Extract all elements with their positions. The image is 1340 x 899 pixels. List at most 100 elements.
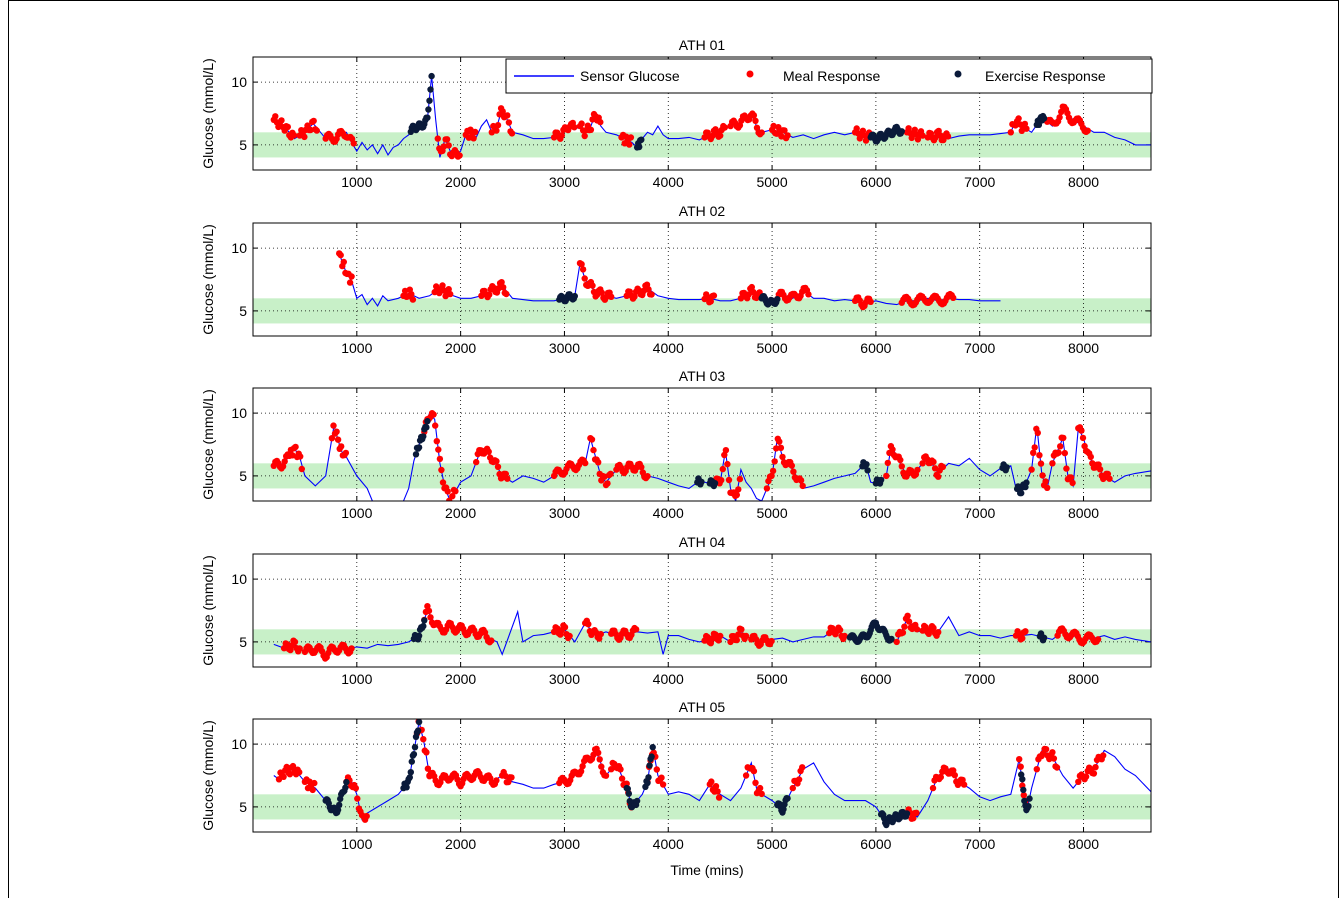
meal-point [884, 459, 891, 467]
plot-border [252, 387, 1152, 502]
exercise-point [649, 744, 656, 751]
meal-point [443, 136, 451, 143]
meal-point [841, 632, 848, 640]
exercise-point [406, 774, 413, 781]
meal-point [742, 772, 750, 779]
chart-panels: 1000 2000 3000 4000 5000 6000 7000 8000 5 10 ATH 0… [200, 37, 1152, 852]
y-tick-label: 5 [239, 468, 247, 484]
meal-point [420, 736, 427, 743]
meal-point [289, 762, 297, 770]
y-tick-label: 5 [239, 137, 247, 153]
meal-point [904, 612, 911, 619]
meal-point [717, 632, 724, 640]
meal-point [709, 132, 716, 140]
meal-point [768, 472, 775, 479]
meal-point [348, 645, 355, 652]
meal-point [1021, 120, 1029, 128]
meal-point [363, 812, 370, 820]
meal-point [1055, 449, 1062, 456]
exercise-point [415, 632, 423, 639]
exercise-point [898, 128, 905, 135]
x-tick-label: 3000 [549, 174, 580, 190]
meal-point [930, 458, 937, 466]
meal-point [578, 120, 585, 127]
meal-point [1100, 752, 1107, 759]
meal-point [1094, 636, 1102, 643]
meal-point [771, 458, 778, 465]
meal-point [1049, 460, 1056, 467]
meal-point [795, 776, 803, 783]
exercise-point [633, 797, 641, 805]
exercise-point [877, 476, 885, 484]
panel-title: ATH 03 [679, 368, 726, 384]
meal-point [752, 779, 759, 786]
meal-point [452, 488, 459, 495]
exercise-point [408, 758, 415, 765]
meal-point [1058, 108, 1065, 116]
meal-point [488, 637, 495, 644]
x-tick-label: 8000 [1068, 174, 1099, 190]
meal-point [1106, 475, 1113, 482]
meal-point [752, 117, 759, 125]
meal-point [960, 781, 968, 788]
meal-point [313, 127, 320, 134]
exercise-response-points [410, 617, 1048, 645]
meal-point [721, 124, 728, 131]
x-tick-label: 6000 [860, 505, 891, 521]
y-tick-label: 10 [231, 571, 247, 587]
meal-point [292, 443, 299, 451]
meal-point [929, 784, 937, 792]
x-tick-label: 4000 [653, 505, 684, 521]
exercise-response-points [407, 72, 1048, 151]
exercise-point [780, 806, 787, 813]
meal-point [1007, 129, 1014, 136]
meal-point [898, 463, 905, 470]
meal-point [307, 126, 314, 134]
meal-point [897, 456, 904, 464]
meal-point [310, 117, 317, 125]
meal-point [585, 621, 592, 628]
meal-point [1036, 452, 1043, 459]
y-axis-label: Glucose (mmol/L) [200, 720, 216, 830]
meal-point [444, 488, 451, 495]
meal-point [799, 482, 806, 490]
meal-point [334, 436, 342, 443]
meal-point [1061, 449, 1069, 457]
meal-point [724, 460, 731, 468]
x-tick-label: 8000 [1068, 671, 1099, 687]
exercise-point [774, 296, 781, 303]
meal-point [1050, 755, 1058, 762]
meal-point [899, 629, 907, 636]
meal-point [1057, 443, 1064, 450]
meal-point [430, 411, 437, 418]
meal-point [465, 134, 473, 141]
meal-point [627, 134, 635, 141]
meal-point [284, 123, 291, 131]
meal-point [298, 465, 305, 473]
exercise-point [648, 753, 655, 760]
meal-point [1031, 444, 1038, 451]
meal-point [582, 459, 589, 467]
meal-point [1017, 763, 1024, 770]
meal-point [950, 294, 957, 301]
y-axis-label: Glucose (mmol/L) [200, 58, 216, 168]
meal-point [901, 623, 908, 630]
exercise-point [1040, 634, 1048, 641]
meal-point [445, 142, 452, 149]
meal-point [718, 477, 725, 484]
exercise-point [425, 106, 432, 113]
exercise-point [424, 114, 431, 121]
meal-point [758, 790, 765, 798]
meal-point [566, 632, 573, 640]
plot-border [252, 222, 1152, 337]
meal-point [595, 459, 602, 466]
meal-point [581, 275, 588, 282]
meal-point [914, 466, 921, 474]
meal-point [340, 258, 347, 266]
panel-2: 1000 2000 3000 4000 5000 6000 7000 8000 5 10 ATH 0… [200, 203, 1152, 356]
meal-point [434, 135, 441, 142]
meal-point [473, 458, 480, 466]
meal-point [781, 127, 788, 134]
meal-point [589, 282, 596, 289]
